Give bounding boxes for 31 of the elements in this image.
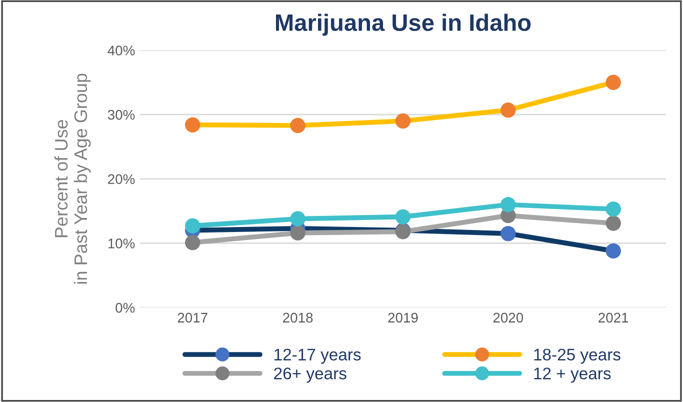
point xyxy=(395,209,411,224)
legend-label: 12-17 years xyxy=(274,348,361,364)
point xyxy=(500,226,516,242)
y-axis-title: Percent of Use in Past Year by Age Group xyxy=(54,74,91,284)
legend-label: 12 + years xyxy=(534,368,611,383)
x-tick-label: 2017 xyxy=(178,312,208,323)
point xyxy=(185,234,200,250)
legend-label: 26+ years xyxy=(274,368,346,383)
legend-label: 18-25 years xyxy=(534,348,620,364)
y-tick-label: 20% xyxy=(108,174,135,184)
point xyxy=(395,113,411,129)
y-tick-label: 10% xyxy=(108,238,135,248)
x-tick-label: 2020 xyxy=(493,312,524,323)
point xyxy=(290,225,306,241)
chart-title: Marijuana Use in Idaho xyxy=(276,14,531,36)
x-tick-label: 2018 xyxy=(283,312,313,323)
point xyxy=(606,202,621,217)
point xyxy=(606,74,621,90)
point xyxy=(500,102,516,118)
point xyxy=(185,218,200,234)
point xyxy=(185,117,200,132)
point xyxy=(606,216,621,231)
y-tick-label: 0% xyxy=(116,302,135,313)
point xyxy=(500,197,516,212)
x-tick-label: 2019 xyxy=(388,312,418,323)
y-tick-label: 30% xyxy=(108,110,135,120)
point xyxy=(290,211,306,226)
x-tick-label: 2021 xyxy=(598,312,628,323)
point xyxy=(606,243,621,259)
point xyxy=(290,118,306,134)
y-tick-label: 40% xyxy=(108,46,135,56)
